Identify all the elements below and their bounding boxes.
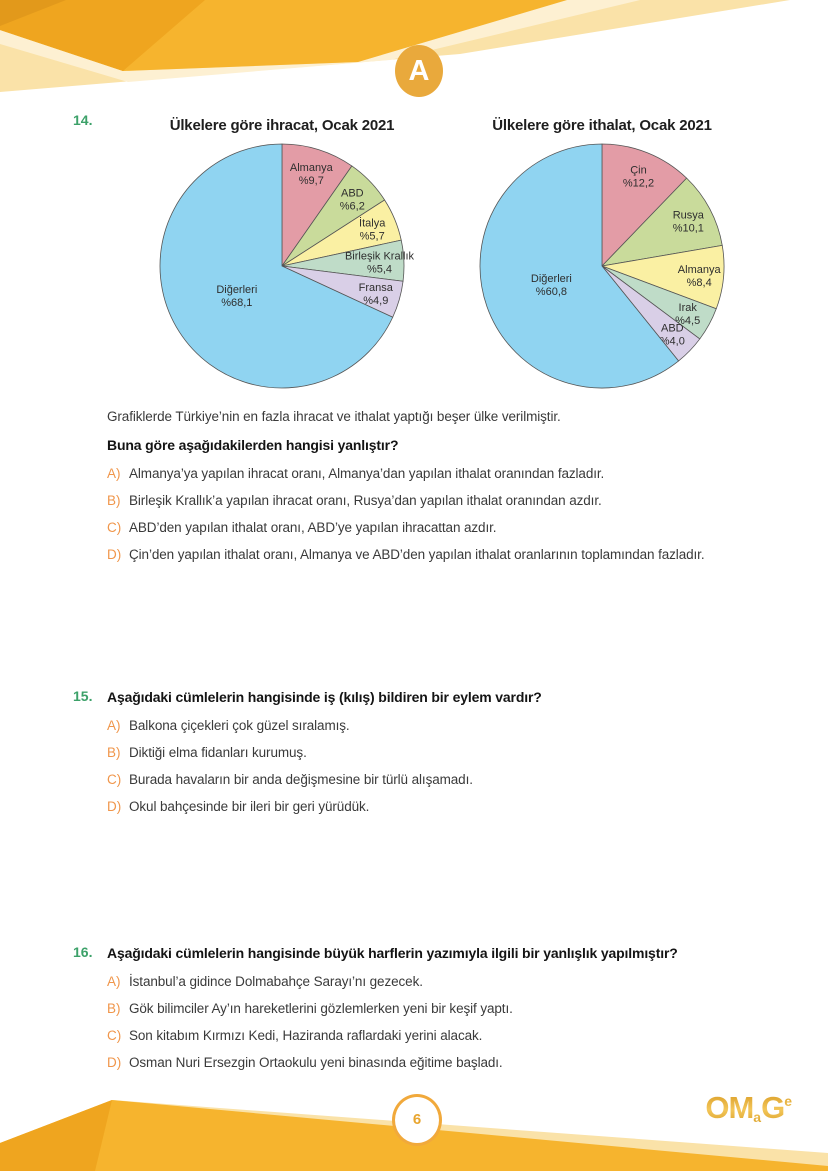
exports-chart-title: Ülkelere göre ihracat, Ocak 2021 bbox=[169, 117, 395, 134]
option-letter: D) bbox=[107, 1055, 122, 1070]
pie-slice-label: Birleşik Krallık %5,4 bbox=[345, 251, 415, 276]
option-text: Okul bahçesinde bir ileri bir geri yürüd… bbox=[129, 799, 370, 814]
top-banner-corner-wedge bbox=[0, 0, 66, 26]
option-text: Diktiği elma fidanları kurumuş. bbox=[129, 745, 307, 760]
pie-slice-Almanya bbox=[281, 143, 353, 267]
question-14: Grafiklerde Türkiye’nin en fazla ihracat… bbox=[107, 408, 815, 573]
option-row: D) Okul bahçesinde bir ileri bir geri yü… bbox=[107, 798, 803, 816]
option-row: B) Birleşik Krallık’a yapılan ihracat or… bbox=[107, 492, 815, 510]
question-15-options: A) Balkona çiçekleri çok güzel sıralamış… bbox=[107, 717, 803, 816]
option-text: ABD’den yapılan ithalat oranı, ABD’ye ya… bbox=[129, 520, 497, 535]
pie-slice-label: Diğerleri %68,1 bbox=[216, 284, 257, 309]
pie-slice-label: ABD %4,0 bbox=[660, 323, 685, 348]
option-text: Burada havaların bir anda değişmesine bi… bbox=[129, 772, 473, 787]
option-letter: B) bbox=[107, 493, 121, 508]
option-row: A) Almanya’ya yapılan ihracat oranı, Alm… bbox=[107, 465, 815, 483]
pie-slice-label: ABD %6,2 bbox=[340, 187, 365, 212]
question-15-stem: Aşağıdaki cümlelerin hangisinde iş (kılı… bbox=[107, 689, 542, 705]
option-row: B) Diktiği elma fidanları kurumuş. bbox=[107, 744, 803, 762]
question-16-stem: Aşağıdaki cümlelerin hangisinde büyük ha… bbox=[107, 945, 678, 961]
option-letter: A) bbox=[107, 466, 121, 481]
question-16-options: A) İstanbul’a gidince Dolmabahçe Sarayı’… bbox=[107, 973, 818, 1072]
question-14-intro: Grafiklerde Türkiye’nin en fazla ihracat… bbox=[107, 409, 561, 424]
brand-logo-e: e bbox=[784, 1093, 792, 1109]
option-letter: C) bbox=[107, 1028, 122, 1043]
option-row: C) ABD’den yapılan ithalat oranı, ABD’ye… bbox=[107, 519, 815, 537]
question-15-number: 15. bbox=[73, 688, 93, 704]
pie-slice-Diğerleri bbox=[479, 143, 679, 389]
imports-pie-chart: Çin %12,2 Rusya %10,1 Almanya %8,4 Irak %4,5 ABD… bbox=[468, 141, 736, 391]
top-banner-fold-shape bbox=[0, 0, 205, 71]
brand-logo-g: G bbox=[761, 1090, 785, 1125]
option-letter: B) bbox=[107, 745, 121, 760]
question-14-options: A) Almanya’ya yapılan ihracat oranı, Alm… bbox=[107, 465, 815, 564]
question-14-stem: Buna göre aşağıdakilerden hangisi yanlış… bbox=[107, 437, 399, 453]
pie-slice-Diğerleri bbox=[159, 143, 394, 389]
option-letter: A) bbox=[107, 718, 121, 733]
question-16: 16. Aşağıdaki cümlelerin hangisinde büyü… bbox=[73, 944, 818, 1081]
bottom-banner-fold-shape bbox=[0, 1100, 112, 1171]
brand-logo-om: OM bbox=[705, 1090, 754, 1125]
option-row: C) Burada havaların bir anda değişmesine… bbox=[107, 771, 803, 789]
option-text: İstanbul’a gidince Dolmabahçe Sarayı’nı … bbox=[129, 974, 423, 989]
option-row: A) Balkona çiçekleri çok güzel sıralamış… bbox=[107, 717, 803, 735]
pie-slice-label: Rusya %10,1 bbox=[673, 209, 705, 234]
top-banner-pale-shape bbox=[0, 0, 640, 82]
option-letter: C) bbox=[107, 520, 122, 535]
question-14-number: 14. bbox=[73, 112, 93, 128]
option-letter: C) bbox=[107, 772, 122, 787]
option-letter: D) bbox=[107, 799, 122, 814]
option-row: D) Çin’den yapılan ithalat oranı, Almany… bbox=[107, 546, 815, 564]
imports-pie-chart-block: Ülkelere göre ithalat, Ocak 2021 Çin %12,… bbox=[468, 117, 736, 391]
option-row: D) Osman Nuri Ersezgin Ortaokulu yeni bi… bbox=[107, 1054, 818, 1072]
option-row: B) Gök bilimciler Ay’ın hareketlerini gö… bbox=[107, 1000, 818, 1018]
section-badge: A bbox=[395, 45, 443, 97]
option-text: Çin’den yapılan ithalat oranı, Almanya v… bbox=[129, 547, 705, 562]
option-text: Almanya’ya yapılan ihracat oranı, Almany… bbox=[129, 466, 605, 481]
brand-logo: OM a G e bbox=[705, 1092, 792, 1124]
exports-pie-chart: Almanya %9,7 ABD %6,2 İtalya %5,7 Birleşik Kra… bbox=[148, 141, 416, 391]
option-letter: A) bbox=[107, 974, 121, 989]
option-text: Balkona çiçekleri çok güzel sıralamış. bbox=[129, 718, 350, 733]
option-text: Gök bilimciler Ay’ın hareketlerini gözle… bbox=[129, 1001, 513, 1016]
option-text: Birleşik Krallık’a yapılan ihracat oranı… bbox=[129, 493, 602, 508]
question-16-number: 16. bbox=[73, 944, 93, 960]
pie-slice-label: Irak %4,5 bbox=[675, 302, 700, 327]
pie-slice-label: Almanya %9,7 bbox=[290, 162, 334, 187]
option-text: Son kitabım Kırmızı Kedi, Haziranda rafl… bbox=[129, 1028, 483, 1043]
option-letter: B) bbox=[107, 1001, 121, 1016]
pie-slice-label: İtalya %5,7 bbox=[359, 217, 386, 243]
page-number-badge: 6 bbox=[392, 1094, 442, 1146]
pie-slice-label: Çin %12,2 bbox=[623, 165, 654, 190]
pie-slice-Rusya bbox=[601, 177, 723, 267]
option-letter: D) bbox=[107, 547, 122, 562]
pie-slice-Çin bbox=[601, 143, 688, 267]
option-row: C) Son kitabım Kırmızı Kedi, Haziranda r… bbox=[107, 1027, 818, 1045]
question-15: 15. Aşağıdaki cümlelerin hangisinde iş (… bbox=[73, 688, 803, 825]
brand-logo-a: a bbox=[753, 1109, 762, 1125]
pie-slice-label: Almanya %8,4 bbox=[678, 264, 722, 289]
exports-pie-chart-block: Ülkelere göre ihracat, Ocak 2021 Almanya… bbox=[148, 117, 416, 391]
pie-slice-label: Fransa %4,9 bbox=[359, 282, 394, 307]
option-row: A) İstanbul’a gidince Dolmabahçe Sarayı’… bbox=[107, 973, 818, 991]
option-text: Osman Nuri Ersezgin Ortaokulu yeni binas… bbox=[129, 1055, 503, 1070]
pie-slice-label: Diğerleri %60,8 bbox=[531, 273, 572, 298]
imports-chart-title: Ülkelere göre ithalat, Ocak 2021 bbox=[492, 117, 712, 134]
